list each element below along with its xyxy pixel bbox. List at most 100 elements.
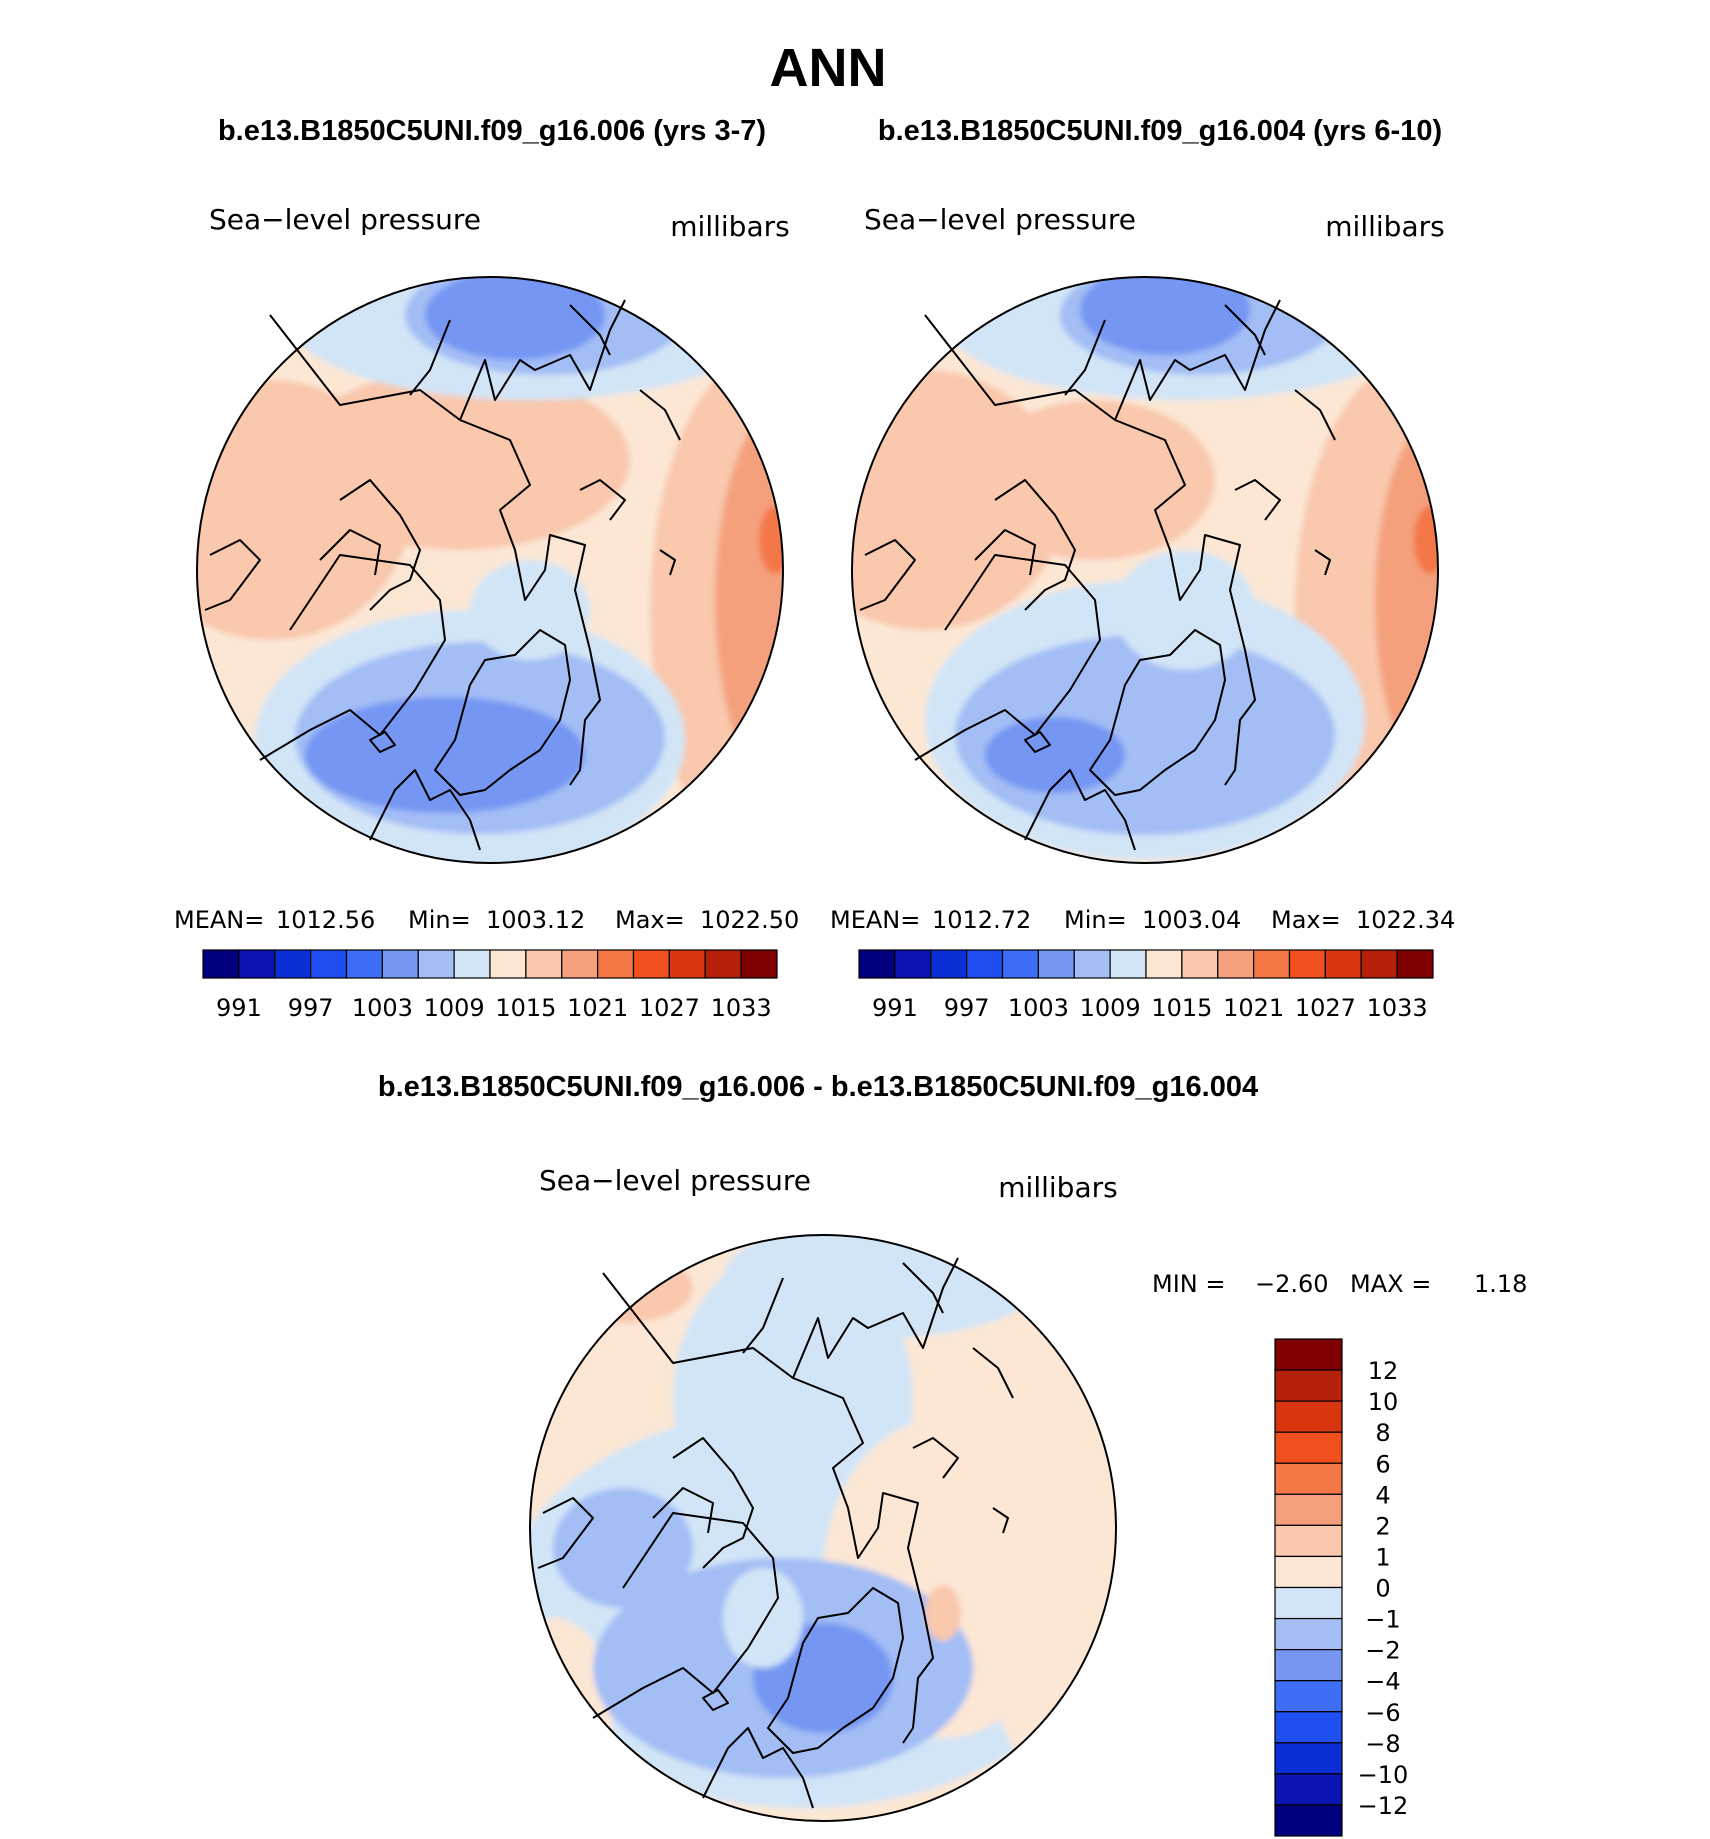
panel-1-colorbar-ticks: 991 997 1003 1009 1015 1021 1027 1033 <box>216 994 772 1022</box>
diff-map <box>529 1234 1117 1822</box>
colorbar-tick-label: 991 <box>872 994 918 1022</box>
colorbar-tick-label: 1 <box>1375 1543 1390 1571</box>
panel-2-colorbar-ticks: 991 997 1003 1009 1015 1021 1027 1033 <box>872 994 1428 1022</box>
colorbar-box <box>1037 949 1075 979</box>
panel-1-max-label: Max= <box>615 906 685 934</box>
colorbar-box <box>561 949 599 979</box>
colorbar-box <box>668 949 706 979</box>
diff-units: millibars <box>998 1171 1117 1204</box>
diff-min-label: MIN = <box>1152 1270 1225 1298</box>
colorbar-box <box>1109 949 1147 979</box>
colorbar-box <box>1274 1431 1343 1464</box>
figure-title: ANN <box>770 38 887 98</box>
colorbar-tick-label: −1 <box>1365 1606 1400 1634</box>
colorbar-box <box>310 949 348 979</box>
colorbar-box <box>704 949 742 979</box>
panel-2: Sea−level pressure millibars <box>830 203 1455 1022</box>
colorbar-box <box>1324 949 1362 979</box>
diff-min-value: −2.60 <box>1255 1270 1329 1298</box>
colorbar-box <box>1274 1649 1343 1682</box>
colorbar-box <box>453 949 491 979</box>
colorbar-tick-label: 1003 <box>352 994 413 1022</box>
colorbar-tick-label: −12 <box>1358 1792 1409 1820</box>
colorbar-tick-label: 1009 <box>424 994 485 1022</box>
panel-2-max-value: 1022.34 <box>1356 906 1455 934</box>
panel-2-mean-value: 1012.72 <box>932 906 1031 934</box>
colorbar-box <box>1274 1524 1343 1558</box>
colorbar-tick-label: 8 <box>1375 1419 1390 1447</box>
panel-1-mean-label: MEAN= <box>174 906 264 934</box>
panel-1-colorbar <box>202 949 778 979</box>
colorbar-box <box>1274 1555 1343 1589</box>
colorbar-box <box>1274 1369 1343 1402</box>
colorbar-box <box>417 949 455 979</box>
colorbar-box <box>1181 949 1219 979</box>
diff-max-label: MAX = <box>1350 1270 1431 1298</box>
diff-variable-label: Sea−level pressure <box>539 1164 811 1197</box>
colorbar-tick-label: −10 <box>1358 1761 1409 1789</box>
panel-2-colorbar <box>858 949 1434 979</box>
diff-max-value: 1.18 <box>1474 1270 1527 1298</box>
colorbar-tick-label: 1015 <box>1151 994 1212 1022</box>
panel-2-min-label: Min= <box>1064 906 1127 934</box>
panel-2-units: millibars <box>1325 210 1444 243</box>
colorbar-tick-label: 4 <box>1375 1481 1390 1509</box>
colorbar-box <box>1274 1711 1343 1744</box>
colorbar-tick-label: 991 <box>216 994 262 1022</box>
colorbar-tick-label: 10 <box>1368 1388 1399 1416</box>
colorbar-box <box>1360 949 1398 979</box>
colorbar-tick-label: 1027 <box>639 994 700 1022</box>
colorbar-box <box>525 949 563 979</box>
colorbar-box <box>1274 1773 1343 1806</box>
colorbar-box <box>894 949 932 979</box>
diff-colorbar <box>1274 1338 1343 1837</box>
colorbar-tick-label: −6 <box>1365 1699 1400 1727</box>
colorbar-box <box>1274 1804 1343 1837</box>
colorbar-tick-label: 1003 <box>1008 994 1069 1022</box>
colorbar-box <box>1217 949 1255 979</box>
colorbar-box <box>1274 1493 1343 1526</box>
panel-2-case-title: b.e13.B1850C5UNI.f09_g16.004 (yrs 6-10) <box>878 115 1442 147</box>
colorbar-box <box>238 949 276 979</box>
colorbar-tick-label: 1033 <box>1367 994 1428 1022</box>
panel-2-min-value: 1003.04 <box>1142 906 1241 934</box>
colorbar-box <box>202 949 240 979</box>
colorbar-box <box>1274 1462 1343 1495</box>
colorbar-box <box>1396 949 1434 979</box>
colorbar-box <box>1274 1680 1343 1713</box>
colorbar-tick-label: −4 <box>1365 1668 1400 1696</box>
colorbar-box <box>1274 1617 1343 1651</box>
colorbar-box <box>1274 1400 1343 1433</box>
panel-1-min-label: Min= <box>408 906 471 934</box>
diff-panel: b.e13.B1850C5UNI.f09_g16.006 - b.e13.B18… <box>378 1071 1527 1837</box>
colorbar-tick-label: 997 <box>288 994 334 1022</box>
colorbar-box <box>1274 1742 1343 1775</box>
panel-2-max-label: Max= <box>1271 906 1341 934</box>
colorbar-box <box>345 949 383 979</box>
colorbar-box <box>966 949 1004 979</box>
panel-2-variable-label: Sea−level pressure <box>864 203 1136 236</box>
colorbar-tick-label: 1009 <box>1080 994 1141 1022</box>
colorbar-tick-label: 1027 <box>1295 994 1356 1022</box>
colorbar-tick-label: 1033 <box>711 994 772 1022</box>
colorbar-box <box>1073 949 1111 979</box>
colorbar-box <box>930 949 968 979</box>
colorbar-box <box>381 949 419 979</box>
colorbar-tick-label: 6 <box>1375 1450 1390 1478</box>
colorbar-tick-label: −8 <box>1365 1730 1400 1758</box>
panel-2-mean-label: MEAN= <box>830 906 920 934</box>
panel-1-min-value: 1003.12 <box>486 906 585 934</box>
colorbar-box <box>1288 949 1326 979</box>
panel-1-max-value: 1022.50 <box>700 906 799 934</box>
panel-1-case-title: b.e13.B1850C5UNI.f09_g16.006 (yrs 3-7) <box>218 115 766 147</box>
diff-title: b.e13.B1850C5UNI.f09_g16.006 - b.e13.B18… <box>378 1071 1258 1103</box>
colorbar-tick-label: 2 <box>1375 1512 1390 1540</box>
colorbar-tick-label: 1021 <box>567 994 628 1022</box>
colorbar-tick-label: −2 <box>1365 1637 1400 1665</box>
colorbar-box <box>1274 1338 1343 1371</box>
panel-2-map <box>851 276 1439 864</box>
colorbar-tick-label: 997 <box>944 994 990 1022</box>
colorbar-box <box>858 949 896 979</box>
